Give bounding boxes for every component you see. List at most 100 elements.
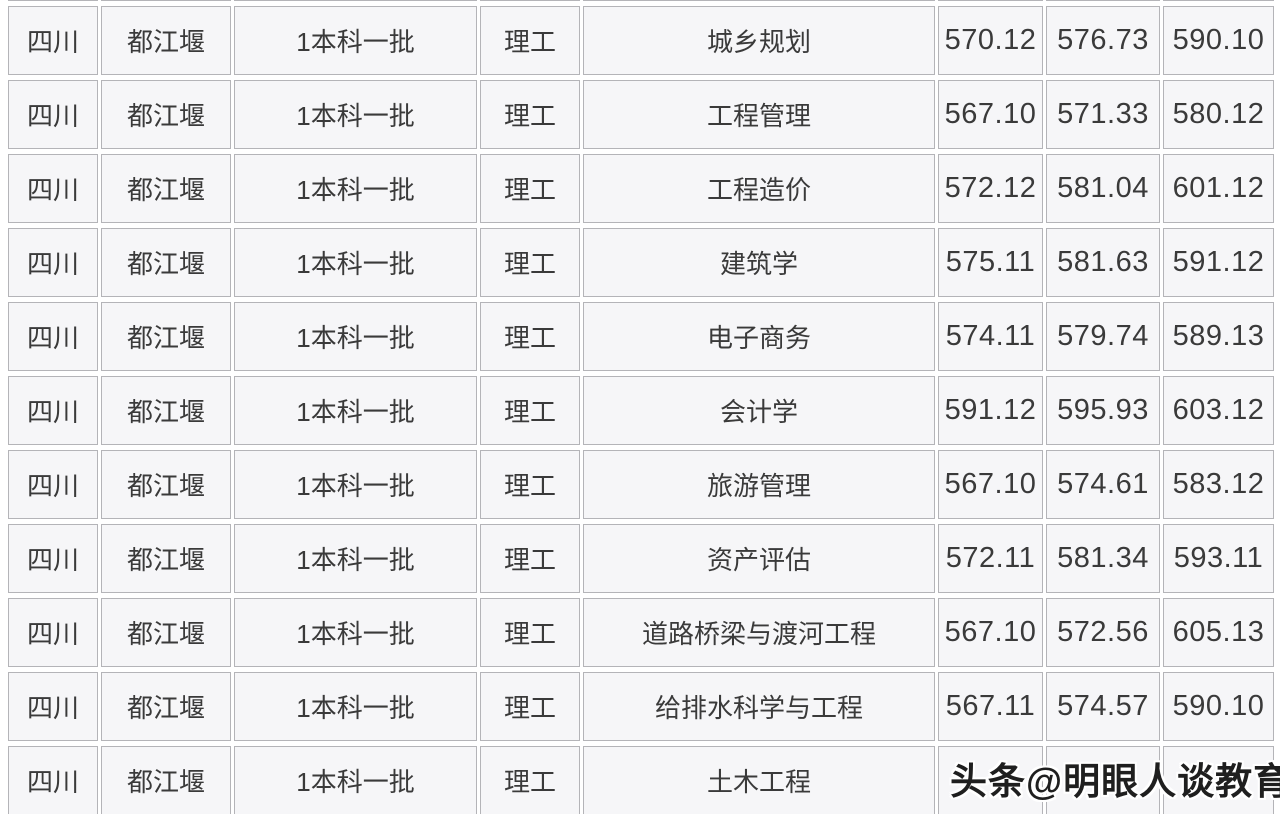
cell-score-avg: 574.61 [1046, 450, 1160, 519]
cutoff-cell [583, 0, 935, 1]
cell-major: 工程管理 [583, 80, 935, 149]
cell-score-max: 590.10 [1163, 6, 1274, 75]
cell-category: 理工 [480, 524, 580, 593]
cell-score-min: 572.12 [938, 154, 1043, 223]
cell-province: 四川 [8, 450, 98, 519]
cell-score-max: 580.12 [1163, 80, 1274, 149]
table-row: 四川 都江堰 1本科一批 理工 资产评估 572.11 581.34 593.1… [8, 524, 1274, 593]
cell-city: 都江堰 [101, 302, 231, 371]
cell-score-avg: 579.74 [1046, 302, 1160, 371]
cell-province: 四川 [8, 524, 98, 593]
cutoff-row-top [8, 0, 1274, 1]
cell-score-max: 583.12 [1163, 450, 1274, 519]
cell-score-max: 605.13 [1163, 598, 1274, 667]
cell-score-max: 601.12 [1163, 154, 1274, 223]
cell-city: 都江堰 [101, 154, 231, 223]
table-row: 四川 都江堰 1本科一批 理工 给排水科学与工程 567.11 574.57 5… [8, 672, 1274, 741]
cell-batch: 1本科一批 [234, 450, 477, 519]
cell-province: 四川 [8, 6, 98, 75]
cell-category: 理工 [480, 80, 580, 149]
cell-score-avg: 581.63 [1046, 228, 1160, 297]
cutoff-cell [101, 0, 231, 1]
cutoff-cell [8, 0, 98, 1]
cell-major: 道路桥梁与渡河工程 [583, 598, 935, 667]
cell-category: 理工 [480, 598, 580, 667]
cell-score-avg: 574.57 [1046, 672, 1160, 741]
cell-batch: 1本科一批 [234, 746, 477, 814]
table-row: 四川 都江堰 1本科一批 理工 工程造价 572.12 581.04 601.1… [8, 154, 1274, 223]
cell-city: 都江堰 [101, 598, 231, 667]
cell-score-avg: 595.93 [1046, 376, 1160, 445]
cutoff-cell [234, 0, 477, 1]
cell-score-min: 570.12 [938, 6, 1043, 75]
cell-category: 理工 [480, 302, 580, 371]
cell-category: 理工 [480, 154, 580, 223]
cell-score-max: 603.12 [1163, 376, 1274, 445]
cell-province: 四川 [8, 376, 98, 445]
cell-score-min: 567.10 [938, 80, 1043, 149]
cell-batch: 1本科一批 [234, 598, 477, 667]
cell-score-max: 591.12 [1163, 228, 1274, 297]
cell-category: 理工 [480, 450, 580, 519]
cell-city: 都江堰 [101, 80, 231, 149]
cell-city: 都江堰 [101, 672, 231, 741]
table-row: 四川 都江堰 1本科一批 理工 会计学 591.12 595.93 603.12 [8, 376, 1274, 445]
cell-score-min: 574.11 [938, 302, 1043, 371]
cutoff-cell [1163, 0, 1274, 1]
cell-score-max: 590.10 [1163, 672, 1274, 741]
cell-score-min: 567.11 [938, 672, 1043, 741]
cell-city: 都江堰 [101, 228, 231, 297]
cell-score-avg: 581.04 [1046, 154, 1160, 223]
cell-province: 四川 [8, 302, 98, 371]
cutoff-cell [1046, 0, 1160, 1]
cell-category: 理工 [480, 376, 580, 445]
cell-batch: 1本科一批 [234, 302, 477, 371]
cell-score-min: 572.11 [938, 524, 1043, 593]
cell-batch: 1本科一批 [234, 524, 477, 593]
table-row: 四川 都江堰 1本科一批 理工 工程管理 567.10 571.33 580.1… [8, 80, 1274, 149]
scores-table-body: 四川 都江堰 1本科一批 理工 城乡规划 570.12 576.73 590.1… [8, 0, 1274, 814]
cell-category: 理工 [480, 6, 580, 75]
cell-province: 四川 [8, 598, 98, 667]
cell-score-avg [1046, 746, 1160, 814]
cell-city: 都江堰 [101, 6, 231, 75]
cell-score-min: 591.12 [938, 376, 1043, 445]
cell-major: 城乡规划 [583, 6, 935, 75]
cell-city: 都江堰 [101, 376, 231, 445]
cell-major: 给排水科学与工程 [583, 672, 935, 741]
cell-major: 土木工程 [583, 746, 935, 814]
table-row: 四川 都江堰 1本科一批 理工 城乡规划 570.12 576.73 590.1… [8, 6, 1274, 75]
cell-city: 都江堰 [101, 450, 231, 519]
cell-score-min: 575.11 [938, 228, 1043, 297]
cell-province: 四川 [8, 228, 98, 297]
cell-province: 四川 [8, 746, 98, 814]
cell-score-max [1163, 746, 1274, 814]
cell-batch: 1本科一批 [234, 80, 477, 149]
cell-major: 旅游管理 [583, 450, 935, 519]
cell-major: 资产评估 [583, 524, 935, 593]
cell-major: 会计学 [583, 376, 935, 445]
table-row: 四川 都江堰 1本科一批 理工 电子商务 574.11 579.74 589.1… [8, 302, 1274, 371]
cell-category: 理工 [480, 746, 580, 814]
cell-category: 理工 [480, 228, 580, 297]
cell-major: 电子商务 [583, 302, 935, 371]
cell-score-min: 567.10 [938, 598, 1043, 667]
scores-table: 四川 都江堰 1本科一批 理工 城乡规划 570.12 576.73 590.1… [5, 0, 1277, 814]
cell-score-min [938, 746, 1043, 814]
cell-score-max: 593.11 [1163, 524, 1274, 593]
table-row: 四川 都江堰 1本科一批 理工 道路桥梁与渡河工程 567.10 572.56 … [8, 598, 1274, 667]
cell-city: 都江堰 [101, 524, 231, 593]
cell-score-max: 589.13 [1163, 302, 1274, 371]
cell-batch: 1本科一批 [234, 154, 477, 223]
cutoff-cell [480, 0, 580, 1]
cutoff-cell [938, 0, 1043, 1]
cell-major: 建筑学 [583, 228, 935, 297]
cell-score-avg: 572.56 [1046, 598, 1160, 667]
cell-batch: 1本科一批 [234, 376, 477, 445]
cell-province: 四川 [8, 154, 98, 223]
cell-category: 理工 [480, 672, 580, 741]
table-row: 四川 都江堰 1本科一批 理工 土木工程 [8, 746, 1274, 814]
cell-batch: 1本科一批 [234, 228, 477, 297]
cell-province: 四川 [8, 80, 98, 149]
